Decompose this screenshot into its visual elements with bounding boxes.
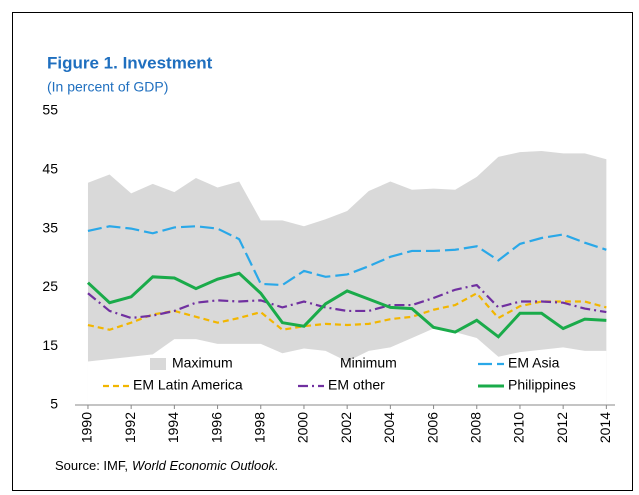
- series-line: [87, 283, 607, 320]
- source: Source: IMF, World Economic Outlook.: [55, 458, 279, 473]
- frame: [12, 12, 633, 491]
- x-tick-label: 1998: [251, 412, 267, 443]
- x-tick-label: 2008: [467, 412, 483, 443]
- legend-label: EM Asia: [508, 355, 560, 371]
- x-tick-label: 1990: [79, 412, 95, 443]
- x-tick-label: 2004: [381, 412, 397, 443]
- y-tick-label: 15: [42, 337, 58, 353]
- legend-label: EM Latin America: [133, 377, 243, 393]
- series-line: [86, 271, 607, 339]
- legend-label: Minimum: [340, 355, 397, 371]
- y-tick-label: 35: [42, 219, 58, 235]
- series-line: [87, 225, 607, 287]
- chart-title: Figure 1. Investment: [47, 53, 213, 72]
- y-tick-label: 55: [42, 102, 58, 118]
- source-publication: World Economic Outlook.: [132, 458, 279, 473]
- legend-label: Maximum: [172, 355, 233, 371]
- x-tick-label: 2000: [295, 412, 311, 443]
- x-tick-label: 2014: [597, 412, 613, 443]
- y-tick-label: 25: [42, 278, 58, 294]
- legend-swatch: [150, 358, 166, 370]
- x-tick-label: 1992: [122, 412, 138, 443]
- x-tick-label: 2002: [338, 412, 354, 443]
- source-text: Source: IMF,: [55, 458, 128, 473]
- legend-swatch: [318, 358, 334, 370]
- area: [87, 328, 607, 405]
- series-line: [87, 291, 607, 331]
- x-tick-label: 2010: [511, 412, 527, 443]
- y-tick-label: 45: [42, 161, 58, 177]
- x-tick-label: 1994: [165, 412, 181, 443]
- x-tick-label: 2006: [424, 412, 440, 443]
- x-tick-label: 2012: [554, 412, 570, 443]
- legend-label: Philippines: [508, 377, 576, 393]
- legend-label: EM other: [328, 377, 385, 393]
- y-tick-label: 5: [50, 396, 58, 412]
- chart-subtitle: (In percent of GDP): [47, 79, 168, 95]
- x-tick-label: 1996: [208, 412, 224, 443]
